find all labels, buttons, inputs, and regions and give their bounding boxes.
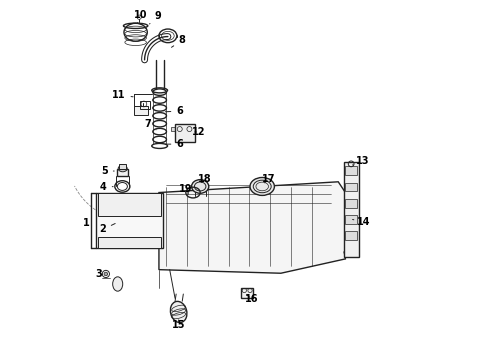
Ellipse shape xyxy=(192,180,209,193)
Bar xyxy=(120,164,126,168)
Circle shape xyxy=(104,272,108,276)
Text: 11: 11 xyxy=(112,90,133,100)
Text: 16: 16 xyxy=(245,294,258,304)
Text: 14: 14 xyxy=(353,217,370,227)
Bar xyxy=(98,237,161,248)
Polygon shape xyxy=(134,107,148,116)
Bar xyxy=(345,166,357,175)
Bar xyxy=(96,193,163,248)
Bar xyxy=(140,101,150,109)
Text: 15: 15 xyxy=(172,320,185,330)
Bar xyxy=(345,199,357,208)
Bar xyxy=(345,215,357,224)
Bar xyxy=(345,231,357,240)
Bar xyxy=(345,183,357,192)
Polygon shape xyxy=(172,127,175,131)
Bar xyxy=(343,162,359,257)
Text: 4: 4 xyxy=(100,182,113,192)
Text: 2: 2 xyxy=(99,224,115,234)
Text: 3: 3 xyxy=(96,269,102,279)
Text: 7: 7 xyxy=(144,120,156,130)
Text: 10: 10 xyxy=(134,10,147,23)
Text: 6: 6 xyxy=(165,106,183,116)
Bar xyxy=(117,168,128,176)
Bar xyxy=(98,193,161,216)
Text: 9: 9 xyxy=(149,11,162,24)
Ellipse shape xyxy=(250,177,274,195)
Bar xyxy=(175,125,195,142)
Text: 12: 12 xyxy=(193,127,206,137)
Polygon shape xyxy=(159,182,345,273)
Text: 18: 18 xyxy=(198,174,212,184)
Text: 17: 17 xyxy=(262,174,275,184)
Text: 13: 13 xyxy=(353,156,369,166)
Text: 1: 1 xyxy=(83,218,90,228)
Text: 5: 5 xyxy=(101,166,114,176)
Text: 6: 6 xyxy=(165,139,183,149)
Ellipse shape xyxy=(171,301,187,323)
Text: 8: 8 xyxy=(172,35,186,47)
Text: 19: 19 xyxy=(179,184,193,194)
Ellipse shape xyxy=(113,277,122,291)
Bar xyxy=(241,288,253,298)
